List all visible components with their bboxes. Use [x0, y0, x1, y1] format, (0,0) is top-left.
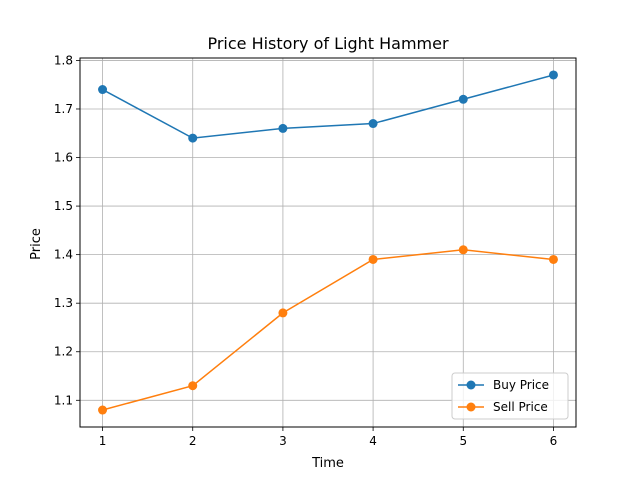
- plot-series: [98, 70, 558, 415]
- data-point-sell-price: [368, 254, 378, 264]
- legend-label-sell-price: Sell Price: [493, 400, 548, 414]
- legend: Buy Price Sell Price: [451, 372, 569, 420]
- y-tick-label: 1.1: [54, 393, 73, 407]
- legend-label-buy-price: Buy Price: [493, 378, 549, 392]
- data-point-buy-price: [548, 70, 558, 80]
- data-point-buy-price: [278, 123, 288, 133]
- y-tick-label: 1.8: [54, 53, 73, 67]
- grid: [80, 58, 576, 427]
- data-point-buy-price: [188, 133, 198, 143]
- x-axis-label: Time: [311, 456, 344, 471]
- y-tick-label: 1.3: [54, 296, 73, 310]
- data-point-sell-price: [188, 381, 198, 391]
- y-tick-label: 1.7: [54, 102, 73, 116]
- data-point-sell-price: [98, 405, 108, 415]
- x-tick-label: 1: [99, 434, 107, 448]
- legend-marker-buy-price: [466, 380, 476, 390]
- axis-ticks: 1 2 3 4 5 6 1.1 1.2 1.3 1.4 1.5 1.6 1.7 1.8: [54, 53, 557, 448]
- y-tick-label: 1.4: [54, 248, 73, 262]
- data-point-sell-price: [548, 254, 558, 264]
- y-tick-label: 1.6: [54, 151, 73, 165]
- data-point-buy-price: [368, 119, 378, 129]
- series-line-sell-price: [102, 249, 554, 411]
- x-tick-label: 2: [189, 434, 197, 448]
- x-tick-label: 6: [550, 434, 558, 448]
- x-tick-label: 4: [369, 434, 377, 448]
- series-line-buy-price: [102, 74, 554, 139]
- data-point-buy-price: [458, 94, 468, 104]
- y-tick-label: 1.2: [54, 345, 73, 359]
- chart-title: Price History of Light Hammer: [207, 34, 449, 53]
- plot-frame: [79, 57, 577, 428]
- legend-marker-sell-price: [466, 402, 476, 412]
- data-point-sell-price: [278, 308, 288, 318]
- data-point-buy-price: [98, 85, 108, 95]
- data-point-sell-price: [458, 245, 468, 255]
- x-tick-label: 3: [279, 434, 287, 448]
- x-tick-label: 5: [459, 434, 467, 448]
- y-tick-label: 1.5: [54, 199, 73, 213]
- y-axis-label: Price: [29, 228, 44, 260]
